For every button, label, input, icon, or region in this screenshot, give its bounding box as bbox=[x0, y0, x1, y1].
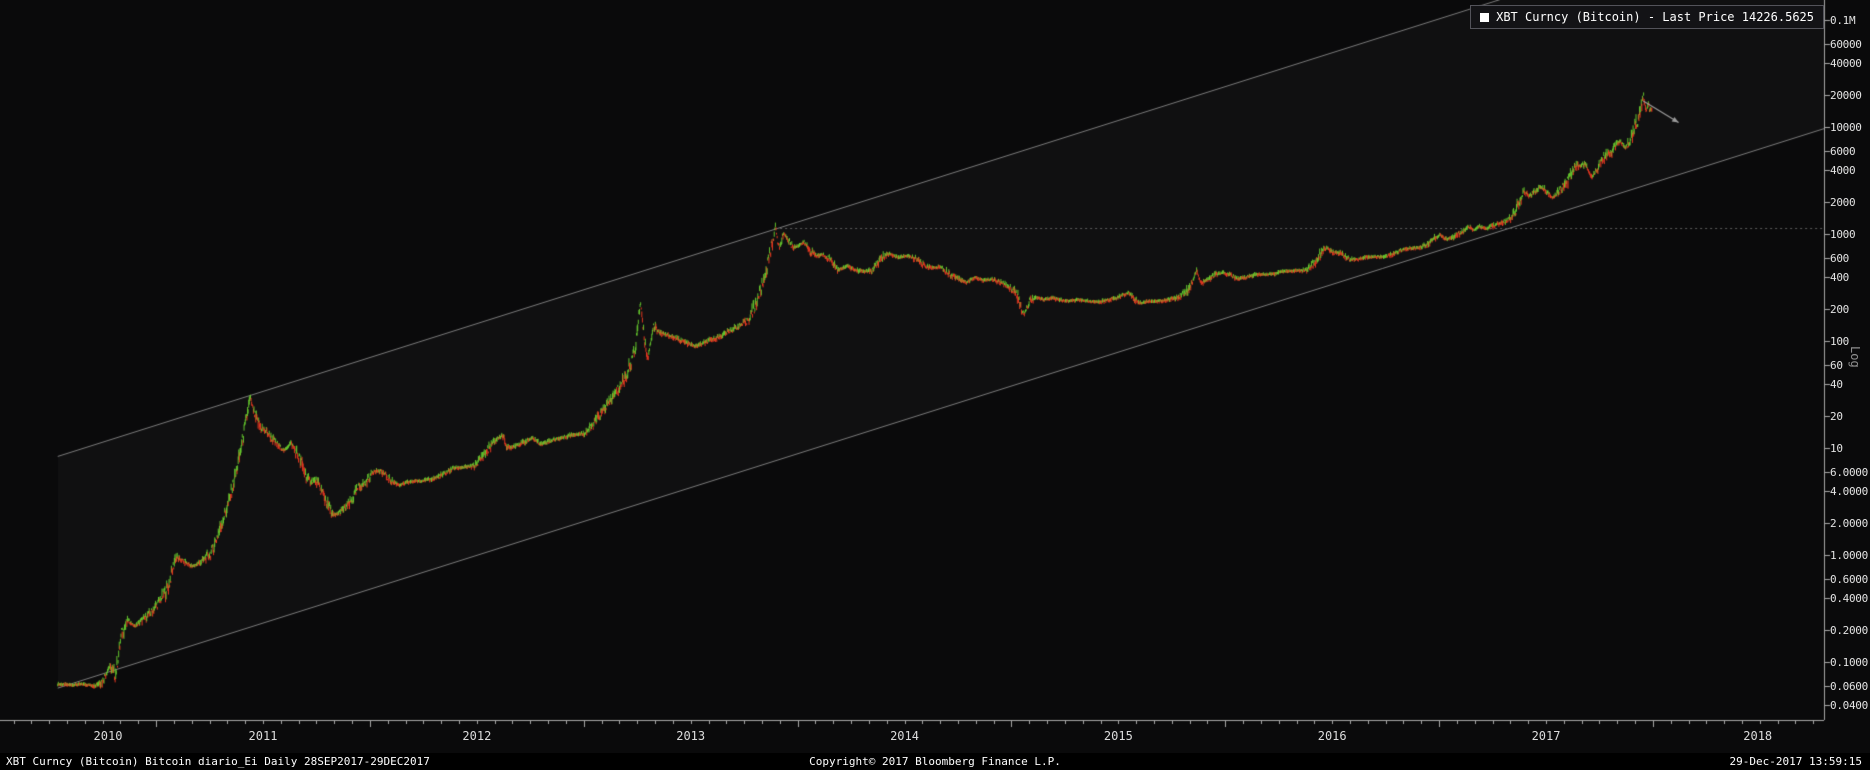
status-bar: XBT Curncy (Bitcoin) Bitcoin diario_Ei D… bbox=[0, 753, 1870, 770]
legend-label: XBT Curncy (Bitcoin) - Last Price 14226.… bbox=[1496, 10, 1814, 24]
chart-legend[interactable]: XBT Curncy (Bitcoin) - Last Price 14226.… bbox=[1470, 5, 1824, 29]
legend-marker-icon bbox=[1480, 12, 1490, 22]
status-copyright: Copyright© 2017 Bloomberg Finance L.P. bbox=[809, 755, 1061, 768]
axis-scale-toggle[interactable]: Log bbox=[1848, 346, 1862, 368]
status-timestamp: 29-Dec-2017 13:59:15 bbox=[1729, 755, 1862, 768]
status-instrument-range: XBT Curncy (Bitcoin) Bitcoin diario_Ei D… bbox=[6, 755, 430, 768]
